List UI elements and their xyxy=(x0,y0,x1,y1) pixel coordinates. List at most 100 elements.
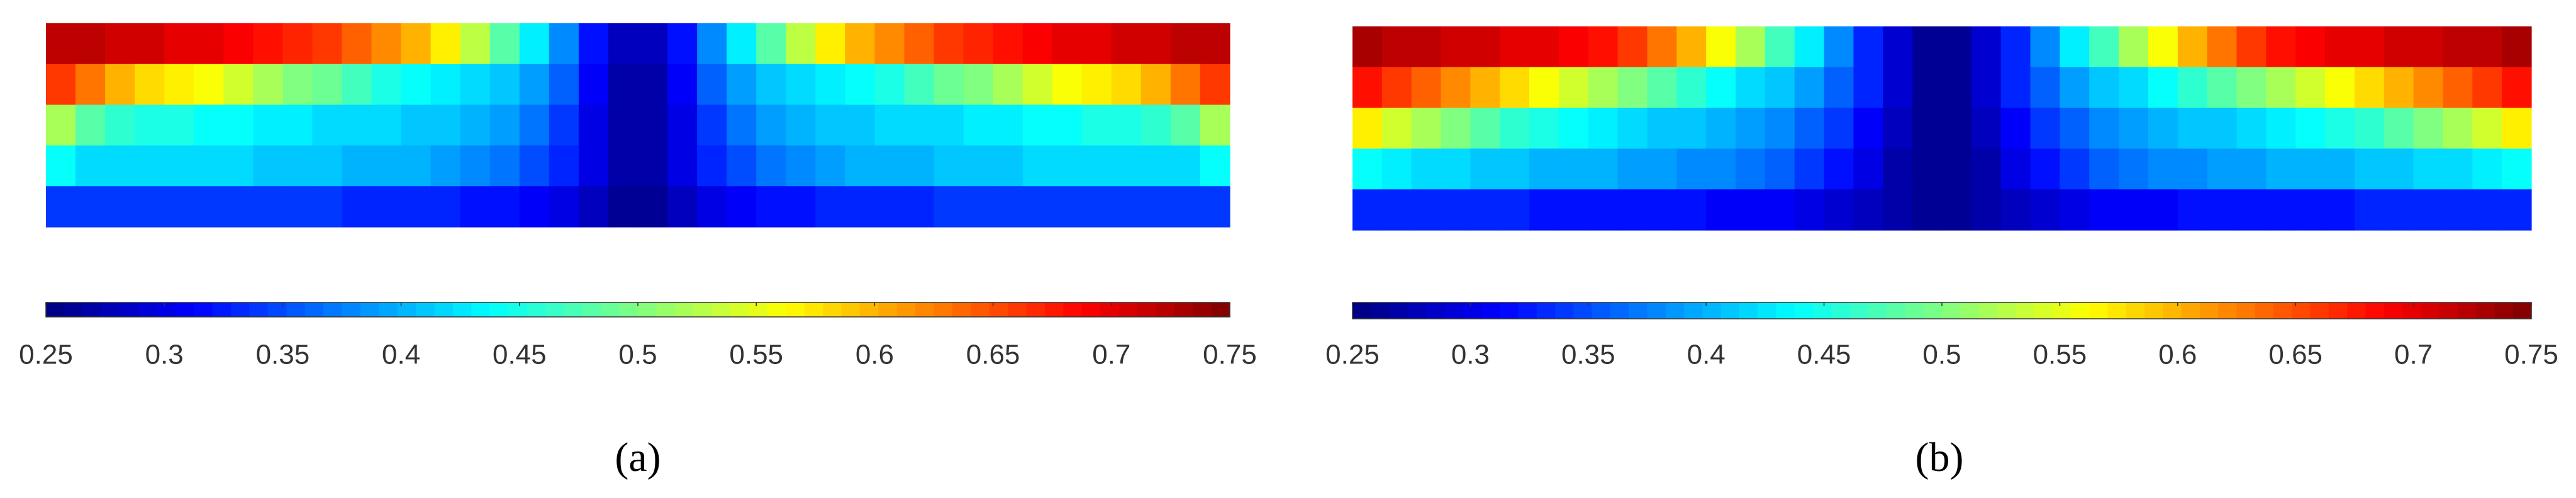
heatmap-cell xyxy=(1558,67,1589,109)
heatmap-cell xyxy=(2119,67,2149,109)
heatmap-cell xyxy=(1647,148,1677,190)
heatmap-cell xyxy=(1794,67,1825,109)
heatmap-cell xyxy=(578,64,609,106)
heatmap-cell xyxy=(1942,26,1972,68)
heatmap-cell xyxy=(1140,145,1171,187)
colorbar-tick-label: 0.25 xyxy=(19,340,73,370)
colorbar-segment xyxy=(2052,302,2071,319)
heatmap-cell xyxy=(1588,26,1619,68)
heatmap-cell xyxy=(2354,189,2385,231)
heatmap-cell xyxy=(1765,67,1795,109)
colorbar-segment xyxy=(231,302,250,317)
heatmap-cell xyxy=(2354,148,2385,190)
heatmap-cell xyxy=(1736,189,1766,231)
heatmap-cell xyxy=(164,104,194,146)
heatmap-cell xyxy=(2177,67,2208,109)
heatmap-cell xyxy=(549,186,579,228)
heatmap-cell xyxy=(2207,189,2238,231)
heatmap-cell xyxy=(2443,67,2473,109)
heatmap-cell xyxy=(2089,148,2119,190)
heatmap-cell xyxy=(697,64,727,106)
colorbar-tick-label: 0.3 xyxy=(145,340,184,370)
heatmap-cell xyxy=(1381,67,1412,109)
colorbar-segment xyxy=(693,302,713,317)
colorbar-segment xyxy=(1573,302,1593,319)
heatmap-cell xyxy=(1824,26,1854,68)
heatmap-cell xyxy=(371,104,402,146)
colorbar-segment xyxy=(1997,302,2016,319)
colorbar-segment xyxy=(2439,302,2458,319)
heatmap-cell xyxy=(223,145,254,187)
heatmap-cell xyxy=(489,104,520,146)
heatmap-cell xyxy=(2502,108,2532,149)
heatmap-cell xyxy=(1676,67,1707,109)
heatmap-cell xyxy=(105,104,135,146)
heatmap-cell xyxy=(786,104,816,146)
heatmap-cell xyxy=(312,145,343,187)
heatmap-cell xyxy=(2030,189,2060,231)
heatmap-cell xyxy=(2413,189,2444,231)
heatmap-cell xyxy=(1736,108,1766,149)
heatmap-cell xyxy=(1441,67,1471,109)
colorbar-segment xyxy=(2255,302,2274,319)
heatmap-cell xyxy=(312,23,343,65)
heatmap-cell xyxy=(1971,26,2002,68)
heatmap-cell xyxy=(135,64,165,106)
colorbar-segment xyxy=(1044,302,1064,317)
heatmap-cell xyxy=(1883,148,1913,190)
heatmap-cell xyxy=(963,23,994,65)
heatmap-cell xyxy=(2236,108,2267,149)
colorbar-tick-label: 0.3 xyxy=(1451,340,1490,370)
heatmap-cell xyxy=(2000,189,2031,231)
colorbar-segment xyxy=(1868,302,1887,319)
colorbar-segment xyxy=(730,302,750,317)
heatmap-cell xyxy=(2119,26,2149,68)
heatmap-cell xyxy=(1706,108,1736,149)
heatmap-cell xyxy=(460,104,491,146)
heatmap-cell xyxy=(2000,108,2031,149)
heatmap-cell xyxy=(815,145,845,187)
heatmap-cell xyxy=(1529,26,1559,68)
heatmap-cell xyxy=(993,145,1023,187)
heatmap-cell xyxy=(845,186,875,228)
colorbar-segment xyxy=(915,302,935,317)
heatmap-cell xyxy=(2472,189,2502,231)
heatmap-cell xyxy=(786,64,816,106)
panel-label: (a) xyxy=(615,434,661,480)
heatmap-cell xyxy=(874,186,905,228)
heatmap-cell xyxy=(2000,148,2031,190)
colorbar-segment xyxy=(1739,302,1758,319)
heatmap-cell xyxy=(1942,67,1972,109)
heatmap-cell xyxy=(2119,108,2149,149)
heatmap-cell xyxy=(549,64,579,106)
heatmap-cell xyxy=(1052,145,1083,187)
heatmap-cell xyxy=(815,23,845,65)
heatmap-cell xyxy=(549,145,579,187)
heatmap-cell xyxy=(1200,186,1230,228)
heatmap-cell xyxy=(1706,26,1736,68)
heatmap-cell xyxy=(2030,148,2060,190)
heatmap-cell xyxy=(1794,148,1825,190)
heatmap-cell xyxy=(845,104,875,146)
colorbar-segment xyxy=(1776,302,1795,319)
colorbar-segment xyxy=(1426,302,1446,319)
heatmap-cell xyxy=(608,104,638,146)
colorbar-segment xyxy=(2107,302,2127,319)
heatmap-cell xyxy=(1617,108,1648,149)
heatmap-cell xyxy=(460,64,491,106)
heatmap-cell xyxy=(401,104,432,146)
colorbar-segment xyxy=(2328,302,2348,319)
colorbar-tick-label: 0.75 xyxy=(2504,340,2558,370)
heatmap-cell xyxy=(164,145,194,187)
colorbar-segment xyxy=(896,302,916,317)
colorbar-segment xyxy=(2070,302,2090,319)
heatmap-cell xyxy=(2295,26,2326,68)
heatmap-cell xyxy=(1170,23,1201,65)
colorbar-segment xyxy=(2292,302,2311,319)
heatmap-cell xyxy=(371,64,402,106)
heatmap-cell xyxy=(135,104,165,146)
colorbar-segment xyxy=(1026,302,1045,317)
heatmap-cell xyxy=(194,23,224,65)
heatmap-cell xyxy=(282,186,313,228)
colorbar-segment xyxy=(1118,302,1138,317)
